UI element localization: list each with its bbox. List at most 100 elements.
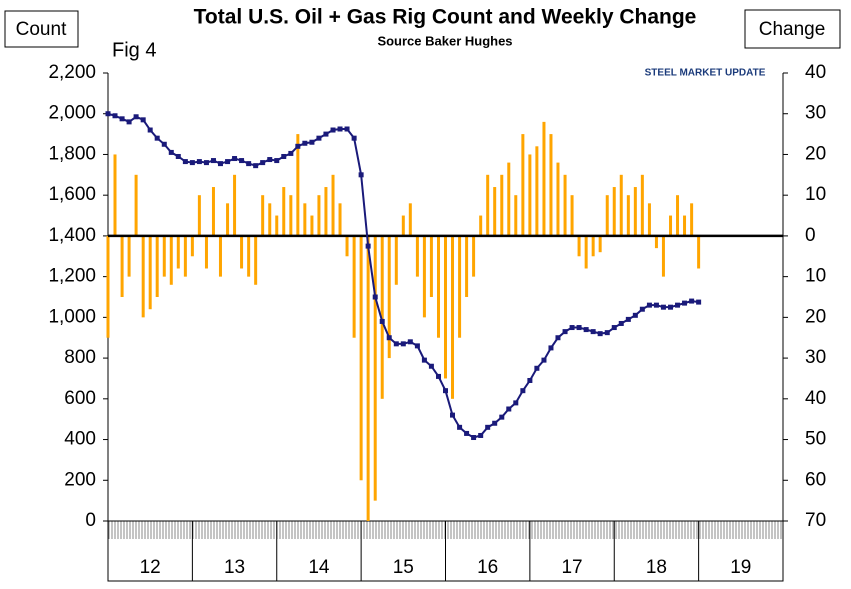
count-marker bbox=[492, 420, 498, 426]
count-marker bbox=[576, 325, 582, 331]
count-marker bbox=[154, 135, 160, 141]
change-bar bbox=[106, 235, 110, 338]
count-marker bbox=[604, 330, 610, 336]
count-marker bbox=[421, 357, 427, 363]
y-axis-label: Count bbox=[16, 19, 67, 40]
change-bar bbox=[366, 235, 370, 521]
change-bar bbox=[373, 235, 377, 501]
count-marker bbox=[611, 325, 617, 331]
y2-tick-label: 50 bbox=[805, 429, 826, 450]
change-bar bbox=[669, 215, 673, 236]
count-marker bbox=[393, 341, 399, 347]
change-bar bbox=[240, 235, 244, 269]
change-bar bbox=[226, 203, 230, 236]
change-bar bbox=[521, 134, 525, 236]
change-bar bbox=[113, 154, 117, 236]
change-bar bbox=[324, 187, 328, 236]
change-bar bbox=[176, 235, 180, 269]
y2-tick-label: 20 bbox=[805, 306, 826, 327]
change-bar bbox=[218, 235, 222, 277]
change-bar bbox=[493, 187, 497, 236]
count-marker bbox=[295, 143, 301, 149]
change-bar bbox=[387, 235, 391, 359]
count-marker bbox=[668, 304, 674, 310]
change-bar bbox=[626, 195, 630, 236]
change-bar bbox=[563, 174, 567, 236]
count-marker bbox=[372, 294, 378, 300]
count-marker bbox=[625, 316, 631, 322]
count-marker bbox=[344, 126, 350, 132]
chart-title: Total U.S. Oil + Gas Rig Count and Weekl… bbox=[194, 6, 697, 29]
change-bar bbox=[654, 235, 658, 249]
change-bar bbox=[535, 146, 539, 236]
change-bar bbox=[415, 235, 419, 277]
count-marker bbox=[337, 126, 343, 132]
count-marker bbox=[646, 302, 652, 308]
change-bar bbox=[676, 195, 680, 236]
change-bar bbox=[598, 235, 602, 253]
x-tick-label: 15 bbox=[393, 557, 414, 578]
y-tick-label: 1,000 bbox=[48, 306, 96, 327]
x-tick-label: 14 bbox=[308, 557, 330, 578]
count-marker bbox=[590, 329, 596, 335]
y2-tick-label: 40 bbox=[805, 388, 826, 409]
count-marker bbox=[428, 363, 434, 369]
count-marker bbox=[147, 127, 153, 133]
count-marker bbox=[478, 432, 484, 438]
change-bar bbox=[570, 195, 574, 236]
change-bar bbox=[141, 235, 145, 318]
change-bar bbox=[120, 235, 124, 297]
count-marker bbox=[632, 312, 638, 318]
y-tick-label: 1,200 bbox=[48, 266, 96, 287]
change-bar bbox=[204, 235, 208, 269]
count-marker bbox=[541, 357, 547, 363]
count-marker bbox=[548, 345, 554, 351]
count-marker bbox=[330, 127, 336, 133]
change-bar bbox=[507, 162, 511, 236]
change-bar bbox=[261, 195, 265, 236]
count-marker bbox=[126, 119, 132, 125]
change-bar bbox=[549, 134, 553, 236]
change-bar bbox=[612, 187, 616, 236]
change-bar bbox=[422, 235, 426, 318]
change-bar bbox=[359, 235, 363, 481]
annotation: Fig 4 bbox=[112, 39, 156, 61]
count-marker bbox=[351, 135, 357, 141]
count-marker bbox=[400, 341, 406, 347]
change-bar bbox=[134, 174, 138, 236]
x-tick-label: 12 bbox=[140, 557, 161, 578]
count-marker bbox=[105, 111, 111, 117]
y-tick-label: 2,200 bbox=[48, 62, 96, 83]
change-bar bbox=[268, 203, 272, 236]
change-bar bbox=[183, 235, 187, 277]
y-tick-label: 200 bbox=[64, 469, 96, 490]
change-bar bbox=[254, 235, 258, 285]
count-marker bbox=[140, 117, 146, 123]
y2-tick-label: 10 bbox=[805, 184, 826, 205]
count-marker bbox=[435, 373, 441, 379]
count-marker bbox=[253, 163, 259, 169]
y-tick-label: 800 bbox=[64, 347, 96, 368]
change-bar bbox=[247, 235, 251, 277]
count-marker bbox=[534, 365, 540, 371]
change-bar bbox=[169, 235, 173, 285]
y-tick-label: 0 bbox=[85, 510, 96, 531]
count-marker bbox=[675, 302, 681, 308]
change-bar bbox=[345, 235, 349, 257]
count-marker bbox=[618, 320, 624, 326]
count-marker bbox=[660, 304, 666, 310]
y2-tick-label: 10 bbox=[805, 266, 826, 287]
y-tick-label: 600 bbox=[64, 388, 96, 409]
change-bar bbox=[458, 235, 462, 338]
y2-tick-label: 0 bbox=[805, 225, 816, 246]
change-bar bbox=[310, 215, 314, 236]
change-bar bbox=[451, 235, 455, 399]
count-marker bbox=[365, 243, 371, 249]
change-bar bbox=[380, 235, 384, 399]
count-marker bbox=[239, 158, 245, 164]
x-tick-label: 18 bbox=[646, 557, 667, 578]
change-bar bbox=[647, 203, 651, 236]
count-marker bbox=[555, 335, 561, 341]
count-marker bbox=[203, 160, 209, 166]
count-marker bbox=[274, 158, 280, 164]
